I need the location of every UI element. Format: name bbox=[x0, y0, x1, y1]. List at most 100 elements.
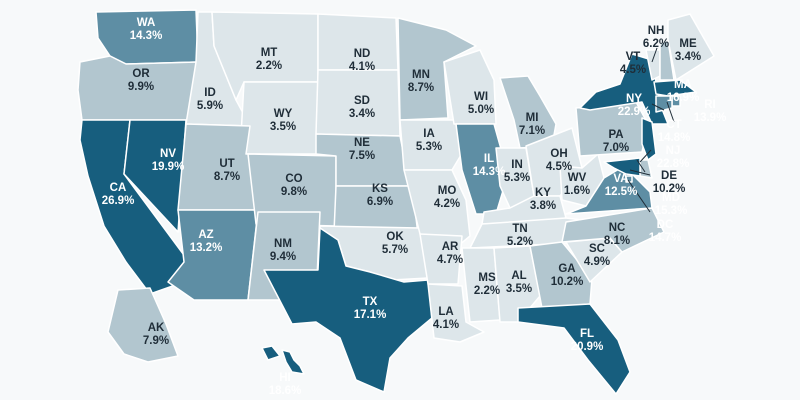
state-abbrev: MA bbox=[674, 79, 692, 91]
state-shape-nj bbox=[641, 117, 657, 161]
state-label-ar: AR 4.7% bbox=[437, 241, 463, 267]
state-label-co: CO 9.8% bbox=[281, 173, 307, 199]
state-shape-md bbox=[603, 157, 641, 177]
state-label-de: DE 10.2% bbox=[653, 170, 686, 196]
state-abbrev: UT bbox=[219, 158, 235, 170]
state-abbrev: OH bbox=[550, 148, 568, 160]
state-value: 17.1% bbox=[353, 309, 387, 321]
state-abbrev: WV bbox=[567, 172, 587, 184]
state-value: 16.9% bbox=[666, 92, 700, 104]
state-abbrev: VA bbox=[613, 173, 629, 185]
state-abbrev: NC bbox=[608, 222, 626, 234]
state-value: 4.1% bbox=[348, 61, 376, 73]
state-label-ok: OK 5.7% bbox=[382, 231, 408, 257]
state-abbrev: NJ bbox=[665, 145, 681, 157]
state-value: 22.8% bbox=[656, 158, 690, 170]
state-abbrev: IN bbox=[511, 159, 523, 171]
state-label-ny: NY 22.9% bbox=[618, 93, 651, 119]
state-abbrev: AZ bbox=[198, 229, 214, 241]
state-value: 7.5% bbox=[348, 150, 376, 162]
state-value: 4.5% bbox=[545, 161, 573, 173]
state-label-in: IN 5.3% bbox=[504, 159, 530, 185]
state-abbrev: MN bbox=[412, 69, 430, 81]
state-value: 5.0% bbox=[467, 104, 495, 116]
state-value: 3.8% bbox=[529, 200, 557, 212]
state-value: 4.2% bbox=[433, 198, 461, 210]
callout-leader-line bbox=[666, 101, 675, 123]
state-abbrev: SC bbox=[589, 243, 605, 255]
state-value: 8.1% bbox=[603, 235, 631, 247]
state-label-nm: NM 9.4% bbox=[270, 238, 296, 264]
state-label-wy: WY 3.5% bbox=[270, 108, 296, 134]
state-label-az: AZ 13.2% bbox=[190, 229, 223, 255]
state-label-sd: SD 3.4% bbox=[349, 95, 375, 121]
state-value: 4.9% bbox=[583, 256, 611, 268]
state-value: 3.4% bbox=[674, 51, 702, 63]
state-abbrev: KS bbox=[372, 183, 388, 195]
state-label-ms: MS 2.2% bbox=[474, 272, 500, 298]
state-label-wa: WA 14.3% bbox=[130, 17, 163, 43]
state-value: 20.9% bbox=[570, 341, 604, 353]
state-shape-ga bbox=[529, 241, 593, 309]
state-label-ne: NE 7.5% bbox=[349, 137, 375, 163]
state-value: 15.3% bbox=[654, 205, 688, 217]
state-label-va: VA 12.5% bbox=[605, 173, 638, 199]
state-label-la: LA 4.1% bbox=[433, 306, 459, 332]
state-value: 5.3% bbox=[503, 172, 531, 184]
state-value: 19.9% bbox=[151, 161, 185, 173]
state-abbrev: NE bbox=[354, 137, 370, 149]
callout-leader-line bbox=[639, 149, 652, 163]
state-abbrev: TN bbox=[512, 223, 528, 235]
state-value: 18.6% bbox=[268, 385, 302, 397]
state-value: 6.9% bbox=[366, 196, 394, 208]
state-abbrev: MI bbox=[525, 112, 539, 124]
state-abbrev: KY bbox=[535, 187, 551, 199]
state-value: 5.9% bbox=[196, 100, 224, 112]
state-abbrev: DC bbox=[656, 219, 674, 231]
state-value: 3.4% bbox=[348, 108, 376, 120]
state-value: 7.1% bbox=[518, 125, 546, 137]
state-abbrev: MS bbox=[478, 272, 496, 284]
state-abbrev: LA bbox=[438, 306, 454, 318]
state-value: 26.9% bbox=[101, 195, 135, 207]
callout-leader-line bbox=[627, 179, 651, 213]
state-label-nc: NC 8.1% bbox=[604, 222, 630, 248]
state-value: 14.8% bbox=[657, 132, 691, 144]
state-label-nh: NH 6.2% bbox=[643, 25, 669, 51]
state-abbrev: OR bbox=[132, 68, 150, 80]
state-label-tx: TX 17.1% bbox=[354, 296, 387, 322]
state-label-nj: NJ 22.8% bbox=[657, 145, 690, 171]
state-value: 7.0% bbox=[602, 142, 630, 154]
state-abbrev: SD bbox=[354, 95, 370, 107]
state-abbrev: NH bbox=[647, 25, 665, 37]
state-shape-ar bbox=[419, 233, 463, 285]
state-label-ma: MA 16.9% bbox=[667, 79, 700, 105]
state-abbrev: OK bbox=[386, 231, 404, 243]
state-shape-hi bbox=[261, 345, 305, 375]
state-abbrev: AL bbox=[511, 270, 527, 282]
state-label-mi: MI 7.1% bbox=[519, 112, 545, 138]
state-label-ct: CT 14.8% bbox=[658, 119, 691, 145]
state-value: 4.1% bbox=[432, 319, 460, 331]
state-value: 10.2% bbox=[550, 276, 584, 288]
state-label-id: ID 5.9% bbox=[197, 87, 223, 113]
state-label-ga: GA 10.2% bbox=[551, 263, 584, 289]
state-label-vt: VT 4.5% bbox=[620, 51, 646, 77]
state-shape-ma bbox=[653, 79, 697, 97]
state-value: 13.2% bbox=[189, 242, 223, 254]
callout-leader-line bbox=[629, 169, 651, 176]
state-shape-ak bbox=[107, 287, 179, 363]
callout-leader-line bbox=[636, 159, 646, 173]
state-abbrev: CO bbox=[285, 173, 303, 185]
state-label-fl: FL 20.9% bbox=[571, 328, 604, 354]
state-value: 9.9% bbox=[127, 81, 155, 93]
state-label-pa: PA 7.0% bbox=[603, 129, 629, 155]
state-abbrev: NV bbox=[160, 148, 176, 160]
state-label-mt: MT 2.2% bbox=[256, 47, 282, 73]
state-label-sc: SC 4.9% bbox=[584, 243, 610, 269]
state-label-wv: WV 1.6% bbox=[564, 172, 590, 198]
state-label-md: MD 15.3% bbox=[655, 192, 688, 218]
state-shape-nv bbox=[123, 119, 187, 233]
state-label-mn: MN 8.7% bbox=[408, 69, 434, 95]
